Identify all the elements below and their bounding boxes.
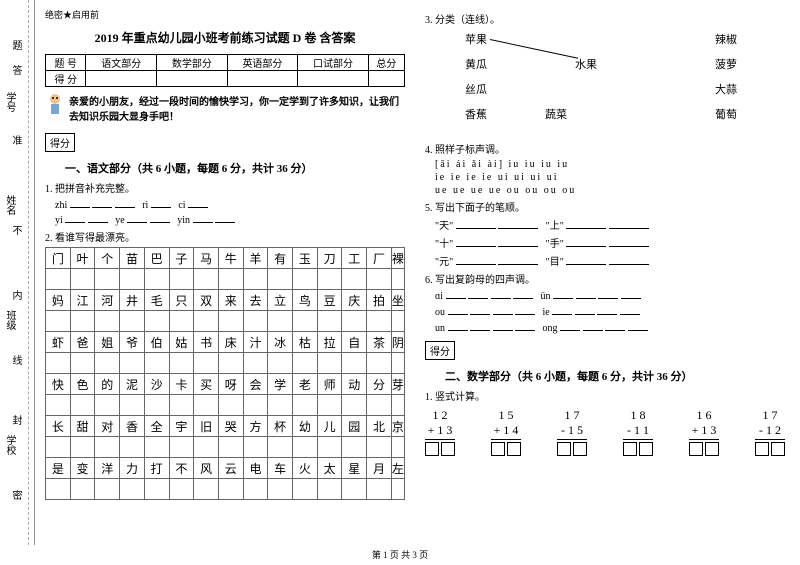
section2-title: 二、数学部分（共 6 小题，每题 6 分，共计 36 分） [425,368,785,384]
margin-s2: 答 [8,65,23,75]
sort-area: 苹果 黄瓜 丝瓜 香蕉 水果 蔬菜 辣椒 菠萝 大蒜 葡萄 [425,31,785,136]
sr-1: 辣椒 [715,31,737,47]
margin-s1: 题 [8,40,23,50]
exam-title: 2019 年重点幼儿园小班考前练习试题 D 卷 含答案 [45,29,405,46]
q1-title: 1. 把拼音补充完整。 [45,180,405,195]
si-4: 香蕉 [465,106,487,122]
dotted-line [28,0,29,545]
section1-title: 一、语文部分（共 6 小题，每题 6 分，共计 36 分） [45,160,405,176]
th-0: 题 号 [46,55,86,71]
sr-2: 菠萝 [715,56,737,72]
math-problems: 1 2+ 1 3 1 5+ 1 4 1 7- 1 5 1 8- 1 1 1 6+ 1 3… [425,408,785,456]
margin-s6: 线 [8,355,23,365]
si-2: 黄瓜 [465,56,487,72]
sr-4: 葡萄 [715,106,737,122]
tone-1: [āi ái ǎi ài] iu iu iu iu [435,159,785,170]
intro-text: 亲爱的小朋友，经过一段时间的愉快学习，你一定学到了许多知识，让我们去知识乐园大显… [45,93,405,123]
q2-title: 2. 看谁写得最漂亮。 [45,229,405,244]
child-icon [45,93,65,117]
sc-1: 水果 [575,56,597,72]
math-problem: 1 7- 1 5 [557,408,587,456]
sr-3: 大蒜 [715,81,737,97]
si-3: 丝瓜 [465,81,487,97]
left-column: 绝密★启用前 2019 年重点幼儿园小班考前练习试题 D 卷 含答案 题 号 语… [35,0,415,545]
s2-q1: 1. 竖式计算。 [425,388,785,403]
th-4: 口试部分 [298,55,369,71]
vr-2: ou ie [435,305,785,318]
connect-line [490,39,578,59]
right-column: 3. 分类（连线）。 苹果 黄瓜 丝瓜 香蕉 水果 蔬菜 辣椒 菠萝 大蒜 葡萄… [415,0,795,545]
margin-s5: 内 [8,290,23,300]
q5-title: 5. 写出下面子的笔顺。 [425,199,785,214]
margin-s7: 封 [8,415,23,425]
margin-l1: 学号 [2,92,17,112]
th-5: 总分 [368,55,404,71]
sr-3: "元" "目" [435,253,785,268]
tone-3: ue ue ue ue ou ou ou ou [435,185,785,196]
sr-1: "天" "上" [435,217,785,232]
margin-s8: 密 [8,490,23,500]
score-box-1: 得分 [45,133,75,152]
q4-title: 4. 照样子标声调。 [425,141,785,156]
math-problem: 1 8- 1 1 [623,408,653,456]
vr-3: un ong [435,321,785,334]
th-2: 数学部分 [157,55,228,71]
margin-l4: 学校 [2,435,17,455]
pinyin-row-2: yi ye yin [55,213,405,226]
math-problem: 1 5+ 1 4 [491,408,521,456]
q3-title: 3. 分类（连线）。 [425,11,785,26]
secret-label: 绝密★启用前 [45,8,405,21]
sc-2: 蔬菜 [545,106,567,122]
score-table: 题 号 语文部分 数学部分 英语部分 口试部分 总分 得 分 [45,54,405,87]
th-3: 英语部分 [227,55,298,71]
margin-l2: 姓名 [2,195,17,215]
math-problem: 1 6+ 1 3 [689,408,719,456]
margin-s4: 不 [8,225,23,235]
row2-label: 得 分 [46,71,86,87]
binding-margin: 题 答 学号 准 姓名 不 内 班级 线 封 学校 密 [0,0,35,545]
character-grid: 门叶个苗巴子马牛羊有玉刀工厂裸妈江河井毛只双来去立鸟豆庆拍坐虾爸姐爷伯姑书床汁冰… [45,247,405,500]
sr-2: "十" "手" [435,235,785,250]
vr-1: ɑi ün [435,289,785,302]
th-1: 语文部分 [86,55,157,71]
math-problem: 1 2+ 1 3 [425,408,455,456]
margin-l3: 班级 [2,310,17,330]
q6-title: 6. 写出复韵母的四声调。 [425,271,785,286]
tone-2: ie ie ie ie ui ui ui ui [435,172,785,183]
intro-content: 亲爱的小朋友，经过一段时间的愉快学习，你一定学到了许多知识，让我们去知识乐园大显… [69,93,405,123]
math-problem: 1 7- 1 2 [755,408,785,456]
pinyin-row-1: zhi ri ci [55,198,405,211]
margin-s3: 准 [8,135,23,145]
si-1: 苹果 [465,31,487,47]
page-footer: 第 1 页 共 3 页 [0,548,800,561]
score-box-2: 得分 [425,341,455,360]
